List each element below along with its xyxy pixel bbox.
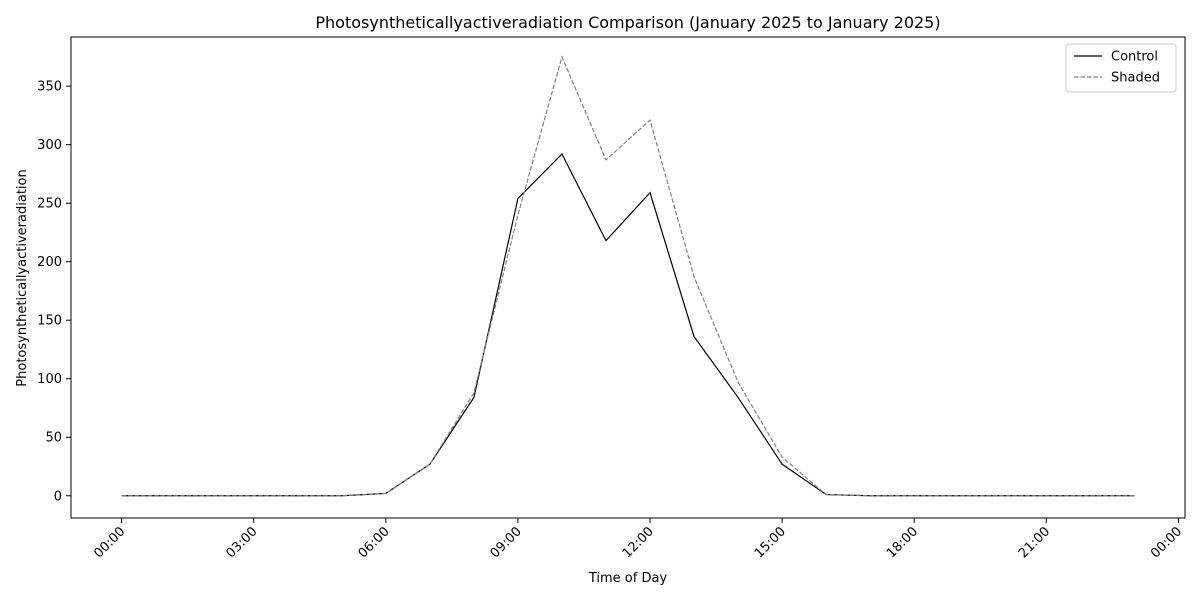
- x-tick-label: 00:00: [1148, 524, 1185, 561]
- x-tick-label: 06:00: [356, 524, 393, 561]
- legend: Control Shaded: [1065, 43, 1177, 93]
- y-tick-label: 150: [37, 314, 62, 329]
- chart-title: Photosyntheticallyactiveradiation Compar…: [315, 13, 940, 32]
- series-line-shaded: [121, 55, 1135, 497]
- y-tick-label: 350: [37, 80, 62, 95]
- x-tick-label: 09:00: [488, 524, 525, 561]
- x-axis-label: Time of Day: [588, 571, 668, 586]
- y-tick-label: 300: [37, 138, 62, 153]
- plot-frame: [70, 36, 1186, 519]
- series-line-control: [121, 153, 1135, 497]
- y-tick-label: 50: [45, 431, 62, 446]
- y-tick-label: 200: [37, 255, 62, 270]
- y-tick-label: 0: [54, 489, 62, 504]
- x-tick-label: 00:00: [91, 524, 128, 561]
- y-tick-label: 250: [37, 197, 62, 212]
- x-tick-label: 18:00: [884, 524, 921, 561]
- x-tick-label: 15:00: [752, 524, 789, 561]
- x-tick-label: 12:00: [620, 524, 657, 561]
- x-tick-label: 21:00: [1016, 524, 1053, 561]
- x-tick-label: 03:00: [223, 524, 260, 561]
- legend-label-shaded: Shaded: [1111, 71, 1160, 86]
- legend-label-control: Control: [1111, 50, 1158, 65]
- y-tick-label: 100: [37, 372, 62, 387]
- y-axis-label: Photosyntheticallyactiveradiation: [15, 169, 30, 386]
- plot-area: 0 50 100 150 200 250 300 350 00:00 03:00 06:00 09:0…: [37, 36, 1186, 561]
